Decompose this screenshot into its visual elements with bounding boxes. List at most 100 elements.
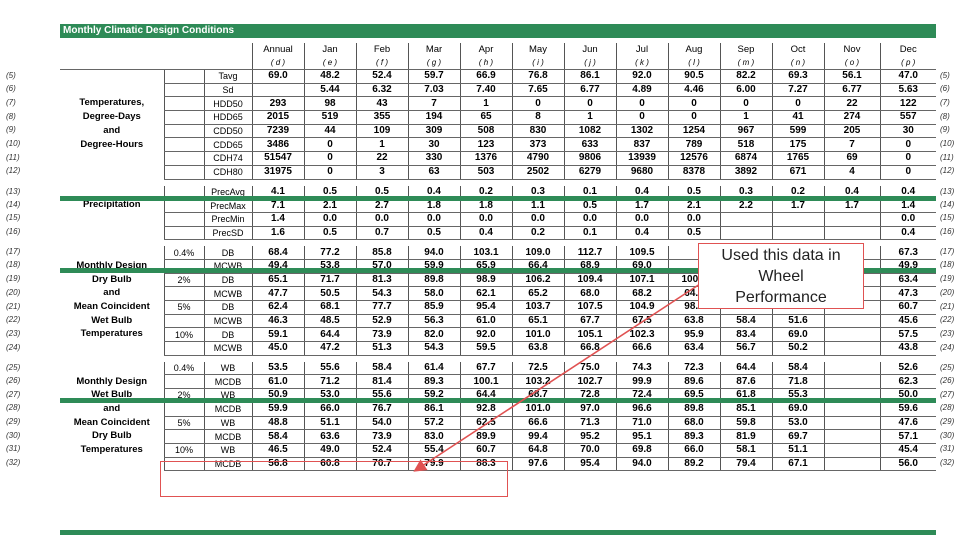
row-number: (20) <box>6 287 21 297</box>
row-number: (26) <box>6 375 21 385</box>
table-cell: 76.7 <box>355 402 408 417</box>
table-cell: 4.46 <box>667 83 720 98</box>
table-cell <box>823 327 880 343</box>
table-cell: 45.6 <box>879 314 936 329</box>
table-cell: 1376 <box>459 151 512 166</box>
table-cell: 65.2 <box>511 286 564 301</box>
table-cell: 0.5 <box>563 198 616 213</box>
table-cell: 97.6 <box>511 457 564 472</box>
table-cell: 47.7 <box>251 286 304 301</box>
table-cell: 89.8 <box>407 273 460 288</box>
table-cell: 68.4 <box>251 246 304 260</box>
table-cell: 1765 <box>771 151 824 166</box>
row-code: MCWB <box>203 341 252 356</box>
table-cell: 47.3 <box>879 286 936 301</box>
table-cell: 1 <box>719 110 772 125</box>
table-cell: 0 <box>879 151 936 166</box>
table-cell: 56.3 <box>407 314 460 329</box>
table-row: CDH80 31975 0 3 63 503 2502 6279 9680 8378 3892 671… <box>60 165 936 180</box>
table-cell: 66.0 <box>667 443 720 458</box>
table-cell: 95.1 <box>615 429 668 444</box>
table-cell: 830 <box>511 124 564 139</box>
table-cell: 54.3 <box>407 341 460 356</box>
table-row: CDH74 51547 0 22 330 1376 4790 9806 13939 12576 68… <box>60 151 936 166</box>
table-row: Degree-Hours CDD65 3486 0 1 30 123 373 633 837 789… <box>60 137 936 153</box>
table-cell: 65.1 <box>251 273 304 288</box>
table-cell: 92.0 <box>615 69 668 84</box>
category-label: Precipitation <box>82 199 141 211</box>
row-number: (20) <box>940 287 955 297</box>
table-cell: 0 <box>879 137 936 153</box>
column-header: Nov <box>823 43 880 57</box>
table-cell: 65.1 <box>511 314 564 329</box>
table-cell: 599 <box>771 124 824 139</box>
column-letter: ( o ) <box>823 57 880 70</box>
table-cell: 65 <box>459 110 512 125</box>
column-header: Jul <box>615 43 668 57</box>
row-number: (9) <box>6 125 16 135</box>
row-code: HDD50 <box>203 96 252 112</box>
table-cell: 0 <box>303 151 356 166</box>
row-number: (5) <box>6 70 16 80</box>
percentile-label: 10% <box>163 443 204 458</box>
table-row: Wet Bulb MCWB 46.3 48.5 52.9 56.3 61.0 65.1 67.7… <box>60 314 936 329</box>
column-letter: ( g ) <box>407 57 460 70</box>
row-code: PrecMin <box>203 212 252 227</box>
table-cell: 96.6 <box>615 402 668 417</box>
row-code: DB <box>203 246 252 260</box>
table-row: Dry Bulb MCDB 58.4 63.6 73.9 83.0 89.9 99.4 95.2… <box>60 429 936 444</box>
table-cell: 2015 <box>251 110 304 125</box>
table-cell: 83.4 <box>719 327 772 343</box>
table-cell: 69.7 <box>771 429 824 444</box>
table-cell: 85.9 <box>407 300 460 315</box>
table-cell: 6279 <box>563 165 616 180</box>
row-number: (27) <box>940 389 955 399</box>
table-cell: 122 <box>879 96 936 112</box>
table-body: Annual Jan Feb Mar Apr May Jun Jul Aug Sep Oct Nov D… <box>60 43 936 477</box>
column-header: Apr <box>459 43 512 57</box>
percentile-label <box>163 286 204 301</box>
table-cell: 2502 <box>511 165 564 180</box>
percentile-label <box>163 124 204 139</box>
table-cell: 9680 <box>615 165 668 180</box>
table-cell: 205 <box>823 124 880 139</box>
row-number: (31) <box>940 444 955 454</box>
table-row: PrecMin 1.4 0.0 0.0 0.0 0.0 0.0 0.0 0.0 0.0 0.0 <box>60 212 936 227</box>
table-cell: 67.7 <box>563 314 616 329</box>
table-cell: 0 <box>303 137 356 153</box>
row-code: MCDB <box>203 457 252 472</box>
row-number: (13) <box>940 186 955 196</box>
table-cell: 43.8 <box>879 341 936 356</box>
table-cell: 0 <box>563 96 616 112</box>
table-cell: 3486 <box>251 137 304 153</box>
table-cell: 63.6 <box>303 429 356 444</box>
table-cell: 90.5 <box>667 69 720 84</box>
table-cell: 0.0 <box>667 212 720 227</box>
row-number: (18) <box>940 260 955 270</box>
table-cell: 44 <box>303 124 356 139</box>
table-cell: 6.00 <box>719 83 772 98</box>
table-cell: 45.0 <box>251 341 304 356</box>
percentile-label <box>163 69 204 84</box>
table-cell: 3 <box>355 165 408 180</box>
table-cell: 51.3 <box>355 341 408 356</box>
table-cell: 0 <box>511 96 564 112</box>
table-cell: 68.1 <box>303 300 356 315</box>
row-number: (31) <box>6 444 21 454</box>
table-cell: 5.63 <box>879 83 936 98</box>
column-letter: ( n ) <box>771 57 824 70</box>
category-label: Temperatures <box>80 328 143 340</box>
table-cell: 4.89 <box>615 83 668 98</box>
table-cell: 51.6 <box>771 314 824 329</box>
table-row: Sd 5.44 6.32 7.03 7.40 7.65 6.77 4.89 4.46 6.00 7.… <box>60 83 936 98</box>
category-label: Dry Bulb <box>91 430 132 442</box>
table-cell: 103.7 <box>511 300 564 315</box>
table-row: MCWB 45.0 47.2 51.3 54.3 59.5 63.8 66.8 66.6 63.4… <box>60 341 936 356</box>
table-cell: 1 <box>355 137 408 153</box>
column-letter: ( p ) <box>879 57 936 70</box>
table-cell: 0.2 <box>511 226 564 241</box>
table-cell: 51.1 <box>771 443 824 458</box>
table-cell: 7 <box>823 137 880 153</box>
row-code: DB <box>203 273 252 288</box>
